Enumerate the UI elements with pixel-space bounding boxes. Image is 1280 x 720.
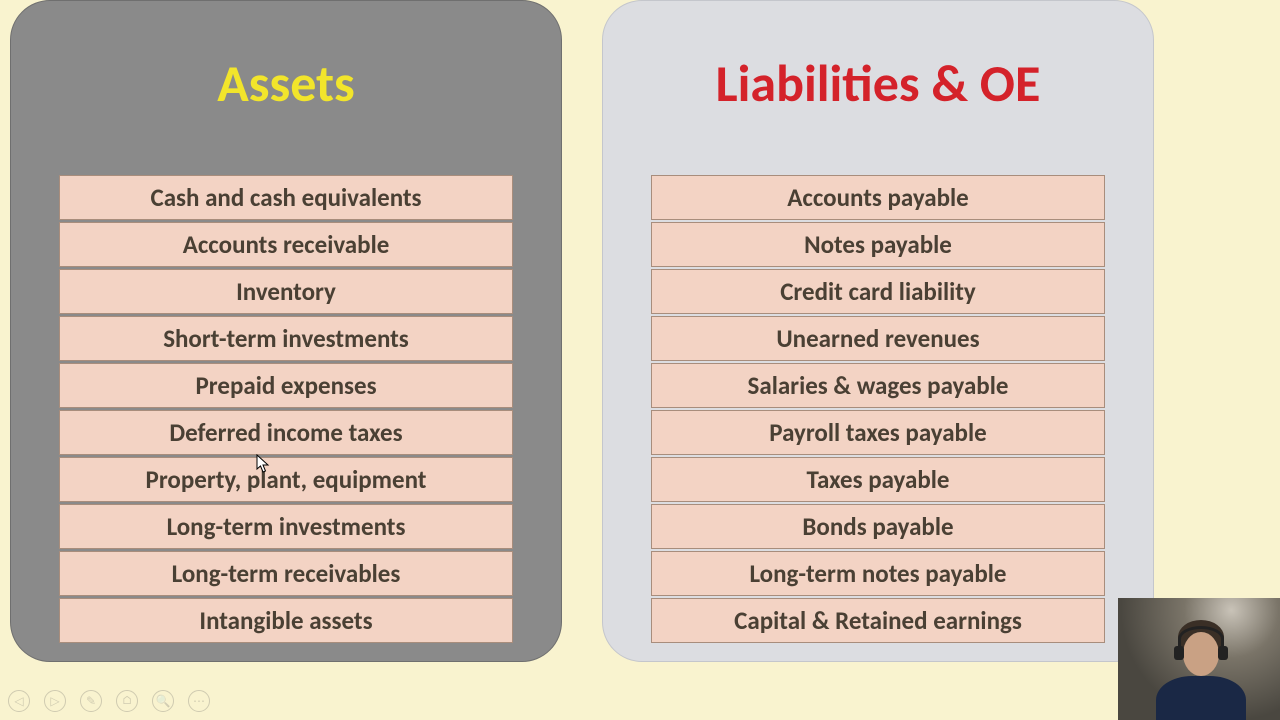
slide: Assets Cash and cash equivalentsAccounts…	[0, 0, 1280, 720]
list-item: Unearned revenues	[651, 316, 1105, 361]
toolbar-button[interactable]: ▷	[44, 690, 66, 712]
list-item: Long-term notes payable	[651, 551, 1105, 596]
toolbar-button[interactable]: ✎	[80, 690, 102, 712]
list-item: Inventory	[59, 269, 513, 314]
list-item: Prepaid expenses	[59, 363, 513, 408]
list-item: Intangible assets	[59, 598, 513, 643]
list-item: Capital & Retained earnings	[651, 598, 1105, 643]
list-item: Notes payable	[651, 222, 1105, 267]
list-item: Accounts payable	[651, 175, 1105, 220]
webcam-background	[1118, 598, 1280, 720]
webcam-overlay	[1118, 598, 1280, 720]
presenter-body	[1156, 676, 1246, 720]
liabilities-title: Liabilities & OE	[603, 51, 1153, 115]
list-item: Cash and cash equivalents	[59, 175, 513, 220]
toolbar-button[interactable]: ⌂	[116, 690, 138, 712]
list-item: Salaries & wages payable	[651, 363, 1105, 408]
list-item: Accounts receivable	[59, 222, 513, 267]
list-item: Short-term investments	[59, 316, 513, 361]
toolbar-button[interactable]: 🔍	[152, 690, 174, 712]
list-item: Long-term receivables	[59, 551, 513, 596]
list-item: Credit card liability	[651, 269, 1105, 314]
presentation-toolbar: ◁ ▷ ✎ ⌂ 🔍 ⋯	[8, 690, 210, 712]
liabilities-list: Accounts payableNotes payableCredit card…	[603, 175, 1153, 643]
assets-panel: Assets Cash and cash equivalentsAccounts…	[10, 0, 562, 662]
list-item: Long-term investments	[59, 504, 513, 549]
toolbar-button[interactable]: ⋯	[188, 690, 210, 712]
list-item: Taxes payable	[651, 457, 1105, 502]
presenter-earcup-left	[1174, 646, 1184, 660]
liabilities-panel: Liabilities & OE Accounts payableNotes p…	[602, 0, 1154, 662]
assets-list: Cash and cash equivalentsAccounts receiv…	[11, 175, 561, 643]
list-item: Bonds payable	[651, 504, 1105, 549]
list-item: Deferred income taxes	[59, 410, 513, 455]
toolbar-button[interactable]: ◁	[8, 690, 30, 712]
presenter-earcup-right	[1218, 646, 1228, 660]
list-item: Payroll taxes payable	[651, 410, 1105, 455]
assets-title: Assets	[11, 51, 561, 115]
list-item: Property, plant, equipment	[59, 457, 513, 502]
